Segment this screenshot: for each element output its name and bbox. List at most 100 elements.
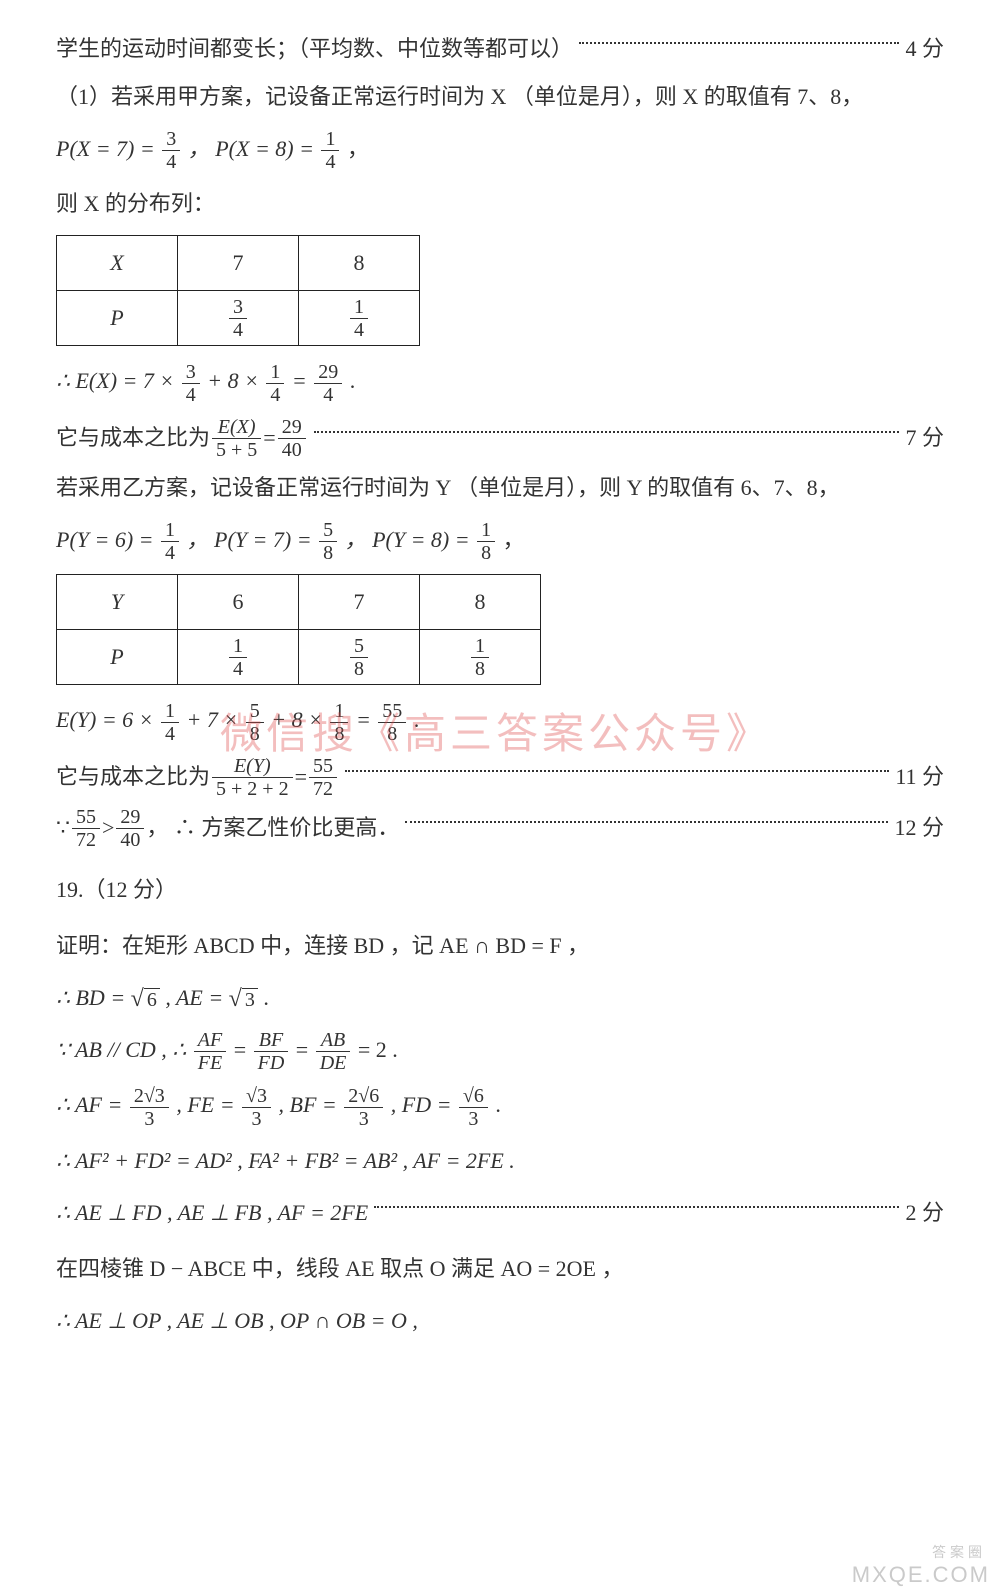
fraction: BF FD [254, 1029, 289, 1074]
points-label: 2 分 [905, 1192, 944, 1234]
distribution-table-x: X 7 8 P 3 4 1 4 [56, 235, 420, 346]
fraction: 55 72 [309, 755, 337, 800]
text: = [295, 756, 307, 798]
text: ∴ AF = [56, 1092, 128, 1117]
text: 它与成本之比为 [56, 756, 210, 798]
text: 它与成本之比为 [56, 417, 210, 459]
text: , FD = [391, 1092, 457, 1117]
text: P(Y = 6) = [56, 527, 159, 552]
line-intro-points: 学生的运动时间都变长；（平均数、中位数等都可以） 4 分 [56, 28, 944, 70]
table-cell: 7 [299, 575, 420, 630]
text: . [414, 707, 420, 732]
fraction: 2√3 3 [130, 1085, 169, 1130]
text: , FE = [176, 1092, 240, 1117]
prob-y-line: P(Y = 6) = 1 4 ， P(Y = 7) = 5 8 ， P(Y = … [56, 519, 944, 564]
dot-leader [314, 431, 900, 433]
comparison-line: ∵ 55 72 > 29 40 ， ∴ 方案乙性价比更高． 12 分 [56, 806, 944, 851]
text: = [356, 707, 376, 732]
sqrt: √ 6 [131, 988, 160, 1011]
paragraph: 若采用乙方案，记设备正常运行时间为 Y （单位是月），则 Y 的取值有 6、7、… [56, 467, 944, 509]
table-cell: 5 8 [299, 630, 420, 685]
fraction: 29 4 [314, 361, 342, 406]
text: ∵ AB // CD , ∴ [56, 1037, 192, 1062]
ratio-y-line: 它与成本之比为 E(Y) 5 + 2 + 2 = 55 72 11 分 [56, 755, 944, 800]
paragraph: 在四棱锥 D − ABCE 中，线段 AE 取点 O 满足 AO = 2OE ， [56, 1248, 944, 1290]
text: = [263, 417, 275, 459]
page: 学生的运动时间都变长；（平均数、中位数等都可以） 4 分 （1）若采用甲方案，记… [0, 0, 1000, 1596]
sqrt: √ 3 [229, 988, 258, 1011]
paragraph: （1）若采用甲方案，记设备正常运行时间为 X （单位是月），则 X 的取值有 7… [56, 76, 944, 118]
dot-leader [345, 770, 889, 772]
text: ， [347, 136, 369, 161]
points-label: 11 分 [895, 756, 944, 798]
lengths-line: ∴ AF = 2√3 3 , FE = √3 3 , BF = 2√6 3 , … [56, 1084, 944, 1129]
text: + 8 × [271, 707, 328, 732]
table-cell: 6 [178, 575, 299, 630]
table-cell: 3 4 [178, 291, 299, 346]
text: ， P(X = 8) = [188, 136, 320, 161]
fraction: √6 3 [459, 1085, 488, 1130]
fraction: 5 8 [350, 635, 368, 680]
final-line: ∴ AE ⊥ OP , AE ⊥ OB , OP ∩ OB = O , [56, 1300, 944, 1342]
table-cell: 1 8 [420, 630, 541, 685]
text: ∴ BD = [56, 985, 131, 1010]
points-label: 12 分 [894, 807, 944, 849]
fraction: AB DE [316, 1029, 351, 1074]
expectation-y: E(Y) = 6 × 1 4 + 7 × 5 8 + 8 × 1 8 = 55 … [56, 699, 944, 744]
dot-leader [374, 1206, 899, 1208]
fraction: 3 4 [182, 361, 200, 406]
fraction: 1 4 [321, 128, 339, 173]
table-cell: 8 [299, 236, 420, 291]
table-row: X 7 8 [57, 236, 420, 291]
fraction: 1 4 [161, 519, 179, 564]
text: = [292, 368, 312, 393]
text: 则 X 的分布列： [56, 183, 944, 225]
ratio-abcd-line: ∵ AB // CD , ∴ AF FE = BF FD = AB DE = 2… [56, 1029, 944, 1074]
fraction: 1 8 [330, 700, 348, 745]
table-cell: 1 4 [299, 291, 420, 346]
perp-line: ∴ AE ⊥ FD , AE ⊥ FB , AF = 2FE 2 分 [56, 1192, 944, 1234]
prob-x-line: P(X = 7) = 3 4 ， P(X = 8) = 1 4 ， [56, 128, 944, 173]
fraction: 5 8 [319, 519, 337, 564]
fraction: 1 4 [350, 296, 368, 341]
table-cell: P [57, 630, 178, 685]
text: E(Y) = 6 × [56, 707, 159, 732]
corner-watermark: 答案圈 [932, 1542, 986, 1562]
text: = [296, 1037, 314, 1062]
text: ， ∴ 方案乙性价比更高． [146, 807, 399, 849]
table-row: Y 6 7 8 [57, 575, 541, 630]
table-cell: 1 4 [178, 630, 299, 685]
text: 学生的运动时间都变长；（平均数、中位数等都可以） [56, 28, 573, 70]
text: ， P(Y = 8) = [345, 527, 476, 552]
text: = [234, 1037, 252, 1062]
table-cell: 7 [178, 236, 299, 291]
text: ∴ E(X) = 7 × [56, 368, 180, 393]
fraction: 3 4 [229, 296, 247, 341]
fraction: E(Y) 5 + 2 + 2 [212, 755, 293, 800]
bd-ae-line: ∴ BD = √ 6 , AE = √ 3 . [56, 977, 944, 1019]
fraction: 29 40 [278, 416, 306, 461]
text: ， [503, 527, 525, 552]
text: ∴ AE ⊥ FD , AE ⊥ FB , AF = 2FE [56, 1192, 368, 1234]
table-row: P 3 4 1 4 [57, 291, 420, 346]
dot-leader [579, 42, 899, 44]
fraction: 3 4 [162, 128, 180, 173]
fraction: 2√6 3 [344, 1085, 383, 1130]
text: + 7 × [187, 707, 244, 732]
text: P(X = 7) = [56, 136, 160, 161]
fraction: AF FE [194, 1029, 226, 1074]
text: , AE = [165, 985, 228, 1010]
fraction: √3 3 [242, 1085, 271, 1130]
text: , BF = [279, 1092, 343, 1117]
points-label: 7 分 [905, 417, 944, 459]
table-cell: 8 [420, 575, 541, 630]
text: . [263, 985, 269, 1010]
fraction: 1 8 [471, 635, 489, 680]
dot-leader [405, 821, 888, 823]
fraction: 55 8 [378, 700, 406, 745]
fraction: 1 8 [477, 519, 495, 564]
corner-watermark-url: MXQE.COM [852, 1562, 990, 1588]
text: . [350, 368, 356, 393]
table-cell: X [57, 236, 178, 291]
fraction: 1 4 [161, 700, 179, 745]
